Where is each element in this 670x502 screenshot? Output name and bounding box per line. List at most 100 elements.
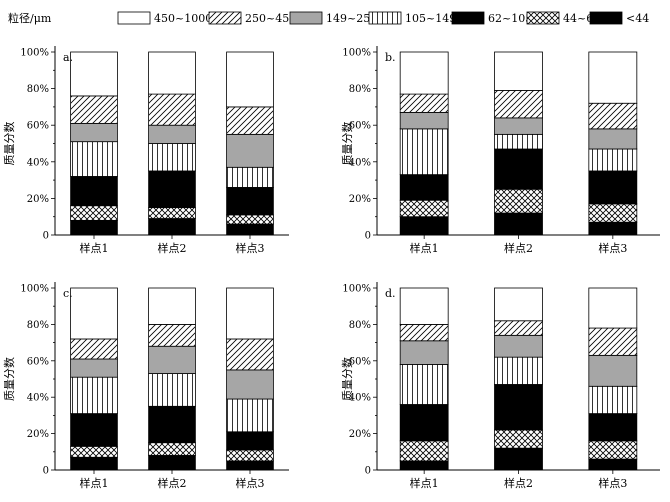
bar-segment-p4-c1-s5: [399, 340, 449, 365]
panel-label-1: a.: [63, 51, 73, 64]
bar-segment-p2-c1-s3: [399, 174, 449, 201]
panel-label-4: d.: [385, 287, 396, 300]
y-tick-label-p2-1: 20%: [349, 194, 371, 205]
bar-segment-p1-c3-s7: [226, 51, 274, 108]
x-tick-label-p3-3: 样点3: [236, 476, 265, 490]
bar-segment-p2-c1-s5: [399, 111, 449, 130]
bar-segment-p3-c1-s4: [70, 376, 118, 414]
y-axis-label-p3: 质量分数: [3, 357, 16, 401]
bar-segment-p4-c3-s7: [588, 287, 638, 329]
bar-segment-p3-c3-s5: [226, 369, 274, 400]
bar-segment-p1-c1-s6: [70, 95, 118, 124]
bar-segment-p1-c3-s3: [226, 187, 274, 216]
y-tick-label-p1-5: 100%: [20, 48, 49, 59]
y-tick-label-p4-5: 100%: [342, 284, 371, 295]
bar-segment-p3-c2-s5: [148, 345, 196, 374]
bar-segment-p1-c1-s5: [70, 122, 118, 143]
bar-segment-p4-c2-s3: [494, 384, 543, 431]
bar-segment-p2-c2-s1: [494, 212, 543, 236]
bar-segment-p1-c3-s1: [226, 223, 274, 236]
bar-segment-p3-c3-s3: [226, 431, 274, 451]
bar-segment-p3-c1-s1: [70, 456, 118, 471]
bar-segment-p3-c1-s5: [70, 358, 118, 378]
bar-segment-p2-c2-s6: [494, 90, 543, 119]
legend-label-s105: 105~149: [405, 12, 456, 25]
bar-segment-p3-c2-s2: [148, 442, 196, 456]
y-tick-label-p4-3: 60%: [349, 356, 371, 367]
bar-segment-p3-c1-s6: [70, 338, 118, 360]
bar-segment-p4-c1-s1: [399, 460, 449, 471]
bar-segment-p4-c2-s1: [494, 447, 543, 471]
x-tick-label-p1-2: 样点2: [158, 241, 187, 255]
legend-swatch-s450: [117, 11, 151, 25]
y-tick-label-p2-4: 80%: [349, 84, 371, 95]
bar-segment-p2-c1-s4: [399, 128, 449, 176]
bar-segment-p1-c3-s2: [226, 214, 274, 225]
bar-segment-p3-c1-s7: [70, 287, 118, 340]
bar-segment-p1-c2-s1: [148, 218, 196, 236]
bar-segment-p2-c3-s4: [588, 148, 638, 172]
bar-segment-p4-c2-s2: [494, 429, 543, 449]
bar-segment-p3-c1-s2: [70, 445, 118, 458]
y-tick-label-p1-4: 80%: [27, 84, 49, 95]
x-tick-label-p2-1: 样点1: [410, 241, 439, 255]
bar-segment-p1-c2-s6: [148, 93, 196, 126]
bar-segment-p1-c2-s7: [148, 51, 196, 95]
chart-panel-2: 样点1 样点2 样点3 0 20% 40% 60% 80% 100% b. 质量分数: [341, 46, 660, 255]
y-tick-label-p1-1: 20%: [27, 194, 49, 205]
bar-segment-p3-c2-s4: [148, 373, 196, 407]
y-axis-label-p1: 质量分数: [3, 122, 16, 166]
bar-segment-p4-c2-s7: [494, 287, 543, 322]
bar-segment-p3-c3-s4: [226, 398, 274, 433]
bar-segment-p4-c2-s4: [494, 356, 543, 385]
x-tick-label-p4-1: 样点1: [410, 476, 439, 490]
y-tick-label-p3-1: 20%: [27, 429, 49, 440]
legend-label-s149: 149~250: [326, 12, 377, 25]
y-tick-label-p3-0: 0: [43, 466, 49, 477]
bar-segment-p4-c3-s1: [588, 458, 638, 471]
legend-swatch-s0: [589, 11, 623, 25]
bar-segment-p1-c2-s4: [148, 143, 196, 172]
bar-segment-p1-c1-s4: [70, 141, 118, 177]
bar-segment-p2-c3-s6: [588, 102, 638, 130]
panel-label-3: c.: [63, 287, 73, 300]
chart-panel-3: 样点1 样点2 样点3 0 20% 40% 60% 80% 100% c. 质量分数: [3, 282, 289, 490]
bar-segment-p2-c2-s3: [494, 148, 543, 190]
bar-segment-p3-c3-s7: [226, 287, 274, 340]
legend-swatch-s105: [368, 11, 402, 25]
bar-segment-p1-c2-s2: [148, 207, 196, 219]
y-tick-label-p3-4: 80%: [27, 320, 49, 331]
y-tick-label-p3-2: 40%: [27, 393, 49, 404]
y-axis-label-p4: 质量分数: [341, 357, 354, 401]
bar-segment-p2-c2-s5: [494, 117, 543, 135]
bar-segment-p1-c2-s3: [148, 170, 196, 208]
y-tick-label-p2-0: 0: [365, 231, 371, 242]
bar-segment-p3-c2-s6: [148, 323, 196, 347]
bar-segment-p3-c1-s3: [70, 413, 118, 447]
bar-segment-p2-c2-s4: [494, 133, 543, 150]
bar-segment-p3-c2-s3: [148, 405, 196, 444]
bar-segment-p1-c1-s7: [70, 51, 118, 97]
bar-segment-p2-c1-s6: [399, 93, 449, 113]
bar-segment-p3-c3-s6: [226, 338, 274, 371]
x-tick-label-p4-3: 样点3: [598, 476, 627, 490]
bar-segment-p3-c2-s7: [148, 287, 196, 325]
y-tick-label-p1-2: 40%: [27, 157, 49, 168]
bar-segment-p1-c3-s5: [226, 133, 274, 168]
bar-segment-p4-c3-s6: [588, 327, 638, 356]
chart-panel-1: 样点1 样点2 样点3 0 20% 40% 60% 80% 100% a. 质量分数: [3, 46, 289, 255]
y-tick-label-p1-0: 0: [43, 231, 49, 242]
bar-segment-p2-c1-s1: [399, 216, 449, 236]
bar-segment-p1-c1-s1: [70, 219, 118, 236]
bar-segment-p1-c2-s5: [148, 124, 196, 144]
legend-swatch-s62: [451, 11, 485, 25]
bar-segment-p2-c1-s2: [399, 199, 449, 218]
chart-panel-4: 样点1 样点2 样点3 0 20% 40% 60% 80% 100% d. 质量分数: [341, 282, 660, 490]
bar-segment-p1-c1-s2: [70, 205, 118, 221]
y-tick-label-p2-2: 40%: [349, 157, 371, 168]
x-tick-label-p2-3: 样点3: [598, 241, 627, 255]
y-tick-label-p4-1: 20%: [349, 429, 371, 440]
legend-swatch-s44: [526, 11, 560, 25]
x-tick-label-p1-1: 样点1: [80, 241, 109, 255]
